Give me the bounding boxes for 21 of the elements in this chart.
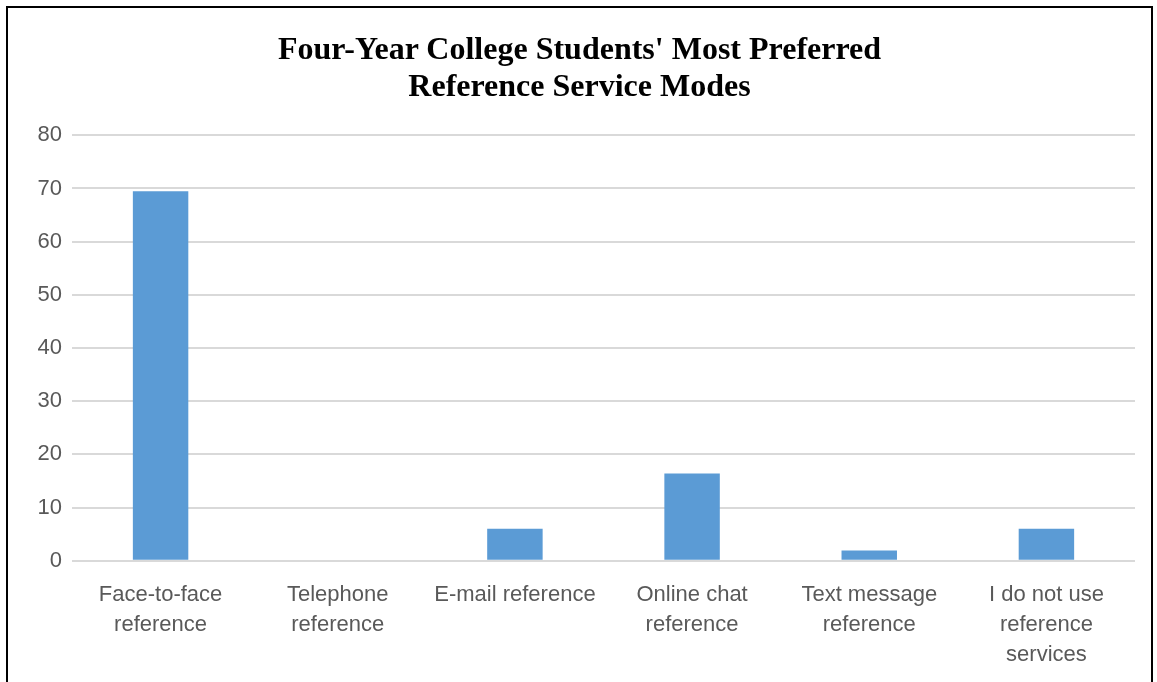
- x-tick-label: E-mail reference: [434, 580, 596, 606]
- y-tick-label: 70: [37, 174, 62, 200]
- x-tick-label: Online chat reference: [636, 580, 748, 636]
- y-tick-label: 60: [37, 227, 62, 253]
- y-tick-label: 40: [37, 334, 62, 360]
- bar: [132, 191, 189, 560]
- x-tick-label: Text message reference: [801, 580, 938, 636]
- x-tick-label: I do not use reference services: [988, 580, 1104, 666]
- y-tick-label: 0: [49, 546, 62, 572]
- bar: [841, 550, 897, 560]
- x-tick-label: Face-to-face reference: [98, 580, 223, 636]
- bar: [1018, 528, 1075, 560]
- bar: [487, 528, 543, 560]
- chart-title: Four-Year College Students' Most Preferred Reference Service Modes: [276, 29, 883, 104]
- y-tick-label: 10: [37, 493, 62, 519]
- y-tick-label: 50: [37, 280, 62, 306]
- x-tick-label: Telephone reference: [286, 580, 389, 636]
- bar: [664, 473, 720, 560]
- y-tick-label: 30: [37, 387, 62, 413]
- y-tick-label: 80: [37, 121, 62, 147]
- y-tick-label: 20: [37, 440, 62, 466]
